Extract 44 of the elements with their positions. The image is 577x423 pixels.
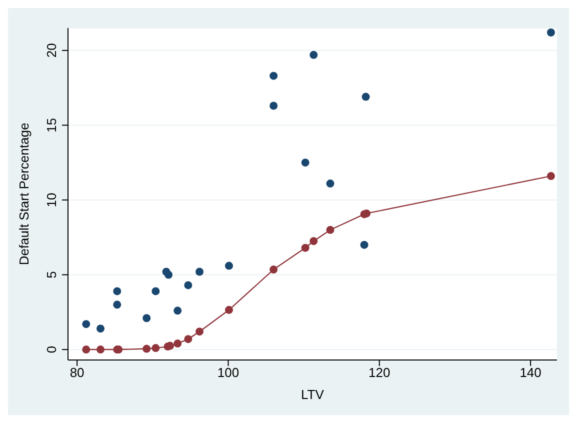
point xyxy=(184,335,192,344)
point xyxy=(152,344,160,352)
point xyxy=(142,344,151,353)
y-tick-label: 5 xyxy=(44,271,59,278)
point xyxy=(310,237,318,246)
point xyxy=(184,281,192,290)
point xyxy=(174,306,182,315)
x-tick-label: 80 xyxy=(70,365,84,380)
point xyxy=(166,342,174,350)
point xyxy=(196,268,204,276)
x-tick-label: 100 xyxy=(217,365,240,380)
point xyxy=(82,346,90,354)
x-axis-title: LTV xyxy=(301,387,324,402)
point xyxy=(196,328,204,336)
point xyxy=(362,92,370,101)
point xyxy=(546,172,555,180)
point xyxy=(82,320,90,328)
point xyxy=(113,300,122,309)
point xyxy=(360,240,368,249)
point xyxy=(96,346,104,354)
point xyxy=(174,340,182,348)
point xyxy=(224,306,233,314)
point xyxy=(96,324,104,333)
y-tick-label: 15 xyxy=(44,118,59,132)
y-tick-label: 20 xyxy=(44,43,59,58)
y-tick-label: 0 xyxy=(44,346,59,354)
point xyxy=(113,287,122,296)
point xyxy=(301,158,310,167)
point xyxy=(164,270,173,279)
y-axis-title: Default Start Percentage xyxy=(16,122,32,266)
point xyxy=(326,226,334,234)
point xyxy=(270,266,278,274)
point xyxy=(310,50,318,59)
y-tick-label: 10 xyxy=(44,192,59,208)
point xyxy=(301,244,310,252)
point xyxy=(546,28,555,36)
x-tick-label: 120 xyxy=(368,365,390,380)
point xyxy=(326,180,334,188)
point xyxy=(224,262,233,270)
point xyxy=(270,72,278,80)
point xyxy=(270,102,278,110)
x-tick-label: 140 xyxy=(520,365,542,380)
point xyxy=(152,287,160,296)
point xyxy=(142,314,151,322)
